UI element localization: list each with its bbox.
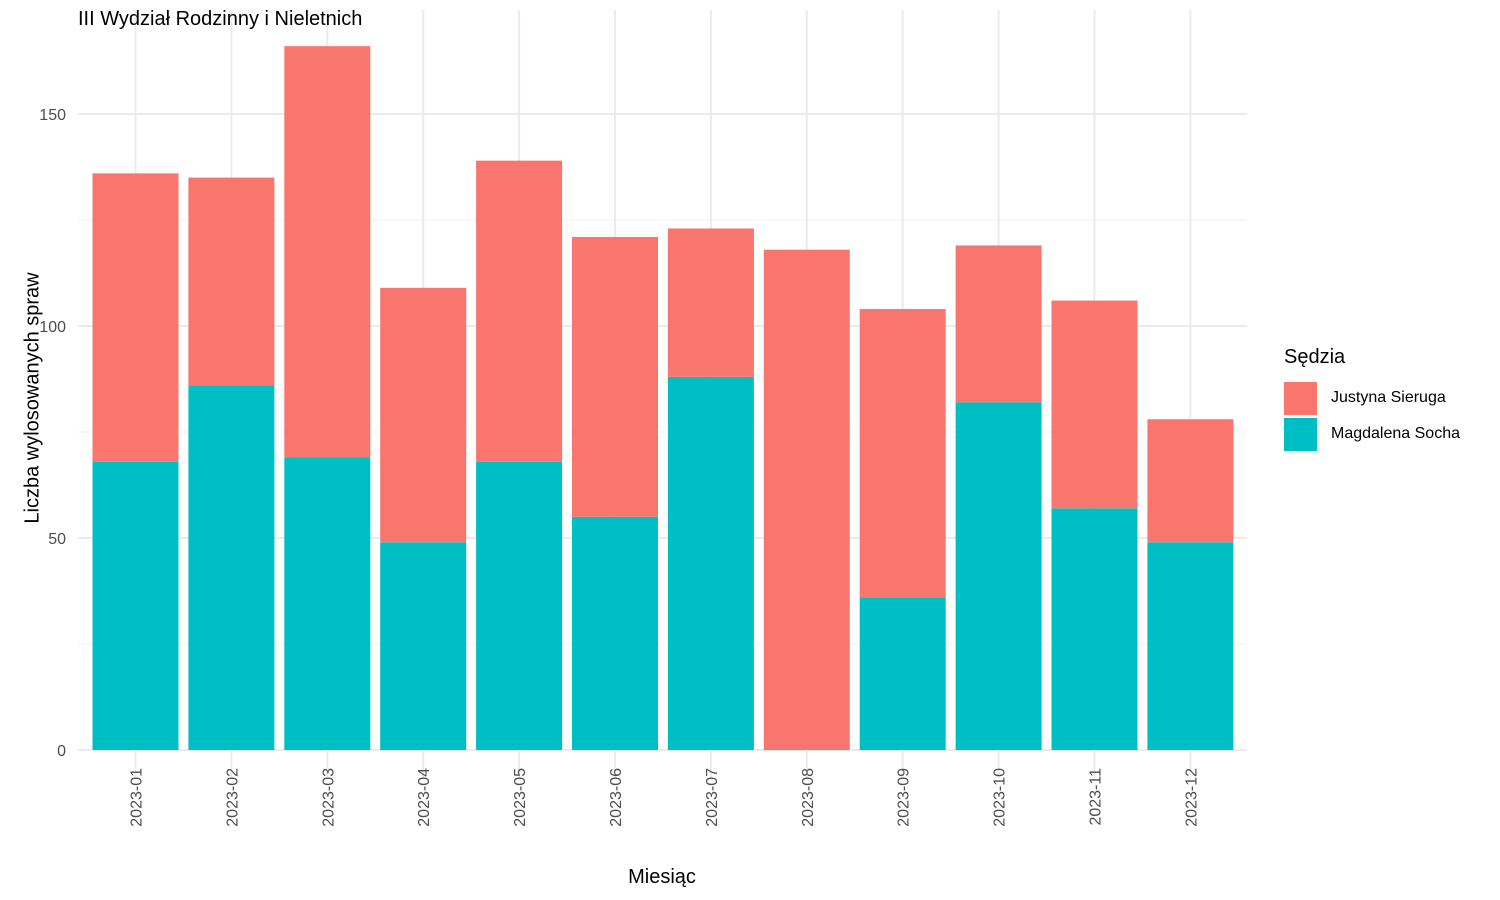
legend-key-justyna-sieruga bbox=[1284, 381, 1317, 415]
x-tick-label: 2023-01 bbox=[129, 768, 146, 827]
bar-justyna-sieruga bbox=[380, 287, 467, 543]
x-tick-label: 2023-04 bbox=[416, 768, 433, 827]
chart-title: III Wydział Rodzinny i Nieletnich bbox=[78, 8, 363, 30]
bar-magdalena-socha bbox=[92, 461, 179, 750]
bar-justyna-sieruga bbox=[476, 160, 563, 462]
legend: Sędzia Justyna Sieruga Magdalena Socha bbox=[1284, 346, 1460, 453]
x-tick-label: 2023-05 bbox=[512, 768, 529, 827]
legend-item-justyna-sieruga: Justyna Sieruga bbox=[1284, 381, 1460, 415]
bar-magdalena-socha bbox=[859, 597, 946, 750]
x-tick-label: 2023-09 bbox=[896, 768, 913, 827]
x-tick-label: 2023-12 bbox=[1183, 768, 1200, 827]
bar-magdalena-socha bbox=[955, 402, 1042, 750]
bar-magdalena-socha bbox=[572, 516, 658, 750]
x-tick-label: 2023-11 bbox=[1088, 768, 1105, 826]
bar-justyna-sieruga bbox=[667, 228, 754, 377]
legend-item-magdalena-socha: Magdalena Socha bbox=[1284, 417, 1460, 451]
y-tick-label: 100 bbox=[39, 319, 66, 336]
x-tick-label: 2023-03 bbox=[320, 768, 337, 827]
x-tick-label: 2023-10 bbox=[992, 768, 1009, 827]
y-axis-label: Liczba wylosowanych spraw bbox=[21, 272, 44, 524]
bar-magdalena-socha bbox=[667, 376, 754, 750]
bar-justyna-sieruga bbox=[572, 236, 658, 517]
legend-label-magdalena-socha: Magdalena Socha bbox=[1331, 425, 1460, 442]
bar-magdalena-socha bbox=[284, 457, 371, 750]
legend-title: Sędzia bbox=[1284, 346, 1346, 368]
bar-justyna-sieruga bbox=[955, 245, 1042, 403]
bar-magdalena-socha bbox=[476, 461, 563, 750]
legend-key-magdalena-socha bbox=[1284, 417, 1317, 451]
bar-justyna-sieruga bbox=[188, 177, 275, 386]
x-tick-label: 2023-02 bbox=[224, 768, 241, 827]
y-tick-label: 50 bbox=[48, 531, 66, 548]
bar-magdalena-socha bbox=[1147, 542, 1234, 750]
bar-justyna-sieruga bbox=[763, 249, 850, 750]
bar-justyna-sieruga bbox=[1051, 300, 1138, 509]
bar-justyna-sieruga bbox=[284, 46, 371, 458]
bar-justyna-sieruga bbox=[92, 173, 179, 462]
x-tick-label: 2023-08 bbox=[800, 768, 817, 827]
bar-justyna-sieruga bbox=[859, 309, 946, 598]
bar-justyna-sieruga bbox=[1147, 419, 1234, 543]
bar-magdalena-socha bbox=[188, 385, 275, 750]
bar-magdalena-socha bbox=[1051, 508, 1138, 750]
x-tick-label: 2023-07 bbox=[704, 768, 721, 827]
x-axis-label: Miesiąc bbox=[628, 866, 696, 888]
x-tick-label: 2023-06 bbox=[608, 768, 625, 827]
y-tick-label: 0 bbox=[57, 743, 66, 760]
y-tick-label: 150 bbox=[39, 107, 66, 124]
legend-label-justyna-sieruga: Justyna Sieruga bbox=[1331, 389, 1446, 406]
bar-magdalena-socha bbox=[380, 542, 467, 750]
